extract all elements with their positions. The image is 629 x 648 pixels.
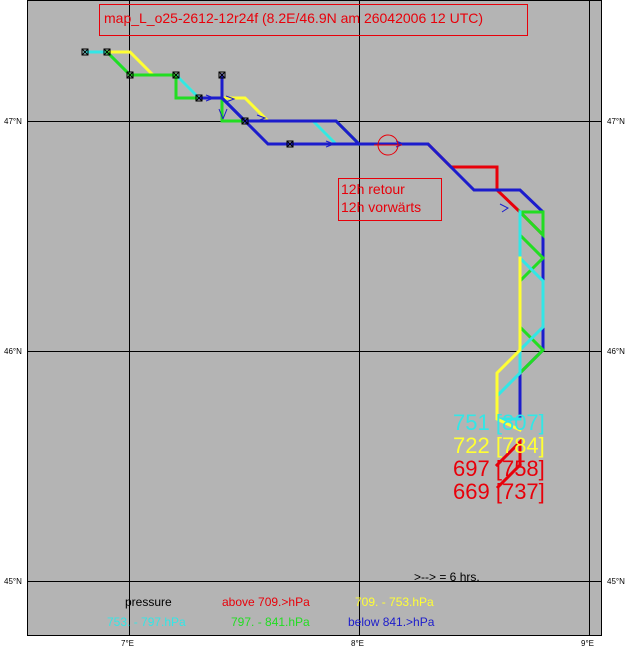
start-marker-icon xyxy=(172,71,180,79)
legend: >--> = 6 hrs. pressure above 709.>hPa 70… xyxy=(107,570,480,629)
lat-label-45-left: 45°N xyxy=(4,577,22,586)
start-marker-icon xyxy=(218,71,226,79)
lat-label-47-left: 47°N xyxy=(4,117,22,126)
time-arrow-6 xyxy=(499,203,509,213)
note-line-vorwaerts: 12h vorwärts xyxy=(341,199,421,215)
start-marker-icon xyxy=(126,71,134,79)
trajectory-nw-blue-b xyxy=(197,96,384,146)
lat-label-47-right: 47°N xyxy=(607,117,625,126)
start-marker-icon xyxy=(81,48,89,56)
lon-label-7: 7°E xyxy=(121,639,134,648)
time-arrow-3 xyxy=(256,114,267,122)
lat-labels-right: 47°N 46°N 45°N xyxy=(607,117,625,586)
trajectory-se-green xyxy=(517,208,546,376)
lon-labels: 7°E 8°E 9°E xyxy=(121,639,594,648)
lon-label-8: 8°E xyxy=(351,639,364,648)
legend-item-709-753: 709. - 753.hPa xyxy=(355,595,434,609)
note-box xyxy=(338,178,442,221)
note-line-retour: 12h retour xyxy=(341,181,405,197)
trajectory-se-yellow xyxy=(495,256,523,433)
time-arrow-v xyxy=(218,108,224,120)
legend-item-above: above 709.>hPa xyxy=(222,595,310,609)
map-frame xyxy=(27,0,602,636)
legend-item-797-841: 797. - 841.hPa xyxy=(231,615,310,629)
pressure-levels: 751 [807] 722 [784] 697 [758] 669 [737] xyxy=(453,410,545,504)
time-arrows xyxy=(205,94,509,213)
lat-label-45-right: 45°N xyxy=(607,577,625,586)
legend-arrow-note: >--> = 6 hrs. xyxy=(414,570,480,584)
legend-item-753-797: 753. - 797.hPa xyxy=(107,615,186,629)
start-markers xyxy=(81,48,294,148)
lon-label-9: 9°E xyxy=(581,639,594,648)
level-text-3: 697 [758] xyxy=(453,456,545,481)
start-marker-icon xyxy=(241,117,249,125)
start-marker-icon xyxy=(286,140,294,148)
lat-label-46-right: 46°N xyxy=(607,347,625,356)
start-marker-icon xyxy=(195,94,203,102)
lat-labels-left: 47°N 46°N 45°N xyxy=(4,117,22,586)
level-text-2: 722 [784] xyxy=(453,433,545,458)
time-arrow-v2 xyxy=(222,108,228,120)
graticule xyxy=(27,0,602,636)
legend-item-below: below 841.>hPa xyxy=(348,615,435,629)
map-background xyxy=(27,0,602,636)
time-arrow-2 xyxy=(225,95,236,103)
time-arrow-5 xyxy=(395,140,406,148)
trajectory-se-red-end xyxy=(494,438,523,490)
title-box xyxy=(99,4,528,36)
start-marker-icon xyxy=(103,48,111,56)
level-text-1: 751 [807] xyxy=(453,410,545,435)
legend-pressure-label: pressure xyxy=(125,595,172,609)
map-title: map_L_o25-2612-12r24f (8.2E/46.9N am 260… xyxy=(104,10,483,26)
time-arrow-1 xyxy=(205,94,216,102)
time-arrow-4 xyxy=(325,140,336,148)
lat-label-46-left: 46°N xyxy=(4,347,22,356)
level-text-4: 669 [737] xyxy=(453,479,545,504)
origin-marker-icon xyxy=(374,134,402,156)
